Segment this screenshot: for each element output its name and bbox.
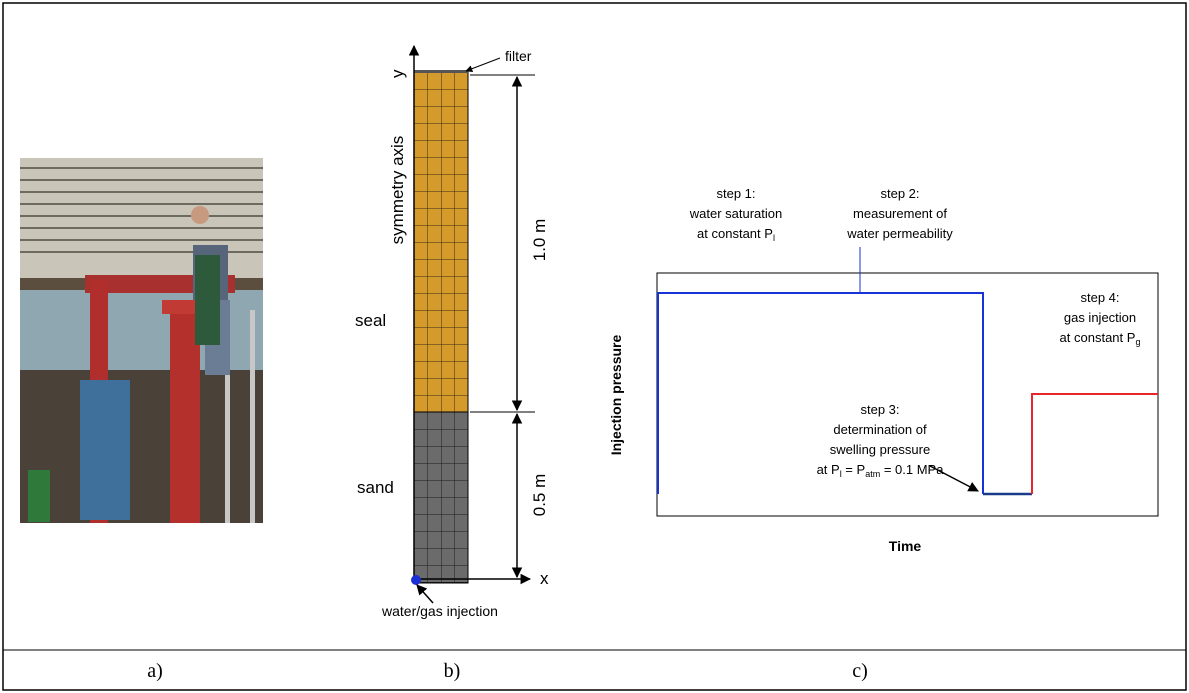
- photo: [20, 158, 263, 523]
- annotation: step 4:: [1080, 290, 1119, 305]
- label: sand: [357, 478, 394, 497]
- injection-point: [411, 575, 421, 585]
- annotation-text: at constant P: [697, 226, 773, 241]
- annotation: gas injection: [1064, 310, 1136, 325]
- annotation: swelling pressure: [830, 442, 930, 457]
- dimension-label: 0.5 m: [530, 474, 549, 517]
- label: filter: [505, 48, 532, 64]
- subscript: g: [1135, 337, 1140, 347]
- dimension-label: 1.0 m: [530, 219, 549, 262]
- annotation: measurement of: [853, 206, 947, 221]
- subscript: l: [773, 233, 775, 243]
- y-label: Injection pressure: [608, 334, 624, 455]
- arrow: [416, 584, 434, 604]
- annotation: water saturation: [689, 206, 783, 221]
- annotation: at constant Pl: [697, 226, 775, 243]
- annotation-text: at constant P: [1060, 330, 1136, 345]
- x-label: Time: [889, 538, 922, 554]
- axis-label: symmetry axis: [388, 136, 407, 245]
- label: seal: [355, 311, 386, 330]
- annotation: water permeability: [846, 226, 953, 241]
- axis-label: y: [388, 69, 407, 78]
- subscript: atm: [865, 469, 880, 479]
- arrow: [929, 465, 979, 492]
- sand-mesh: [413, 411, 469, 584]
- filter-layer: [414, 70, 468, 73]
- annotation: determination of: [833, 422, 927, 437]
- panel-label: b): [444, 660, 461, 682]
- pressure-curve: [657, 292, 984, 494]
- annotation: step 3:: [860, 402, 899, 417]
- annotation-text: = P: [842, 462, 866, 477]
- seal-mesh: [413, 71, 469, 413]
- panel-label: c): [852, 660, 868, 682]
- annotation: step 2:: [880, 186, 919, 201]
- panel-label: a): [147, 660, 163, 682]
- annotation: at Pl = Patm = 0.1 MPa: [817, 462, 945, 479]
- annotation: step 1:: [716, 186, 755, 201]
- arrow: [465, 57, 501, 73]
- annotation-text: at P: [817, 462, 840, 477]
- annotation: at constant Pg: [1060, 330, 1141, 347]
- annotation-text: = 0.1 MPa: [880, 462, 944, 477]
- pressure-curve: [1031, 393, 1158, 494]
- subscript: l: [840, 469, 842, 479]
- label: water/gas injection: [381, 603, 498, 619]
- axis-label: x: [540, 569, 549, 588]
